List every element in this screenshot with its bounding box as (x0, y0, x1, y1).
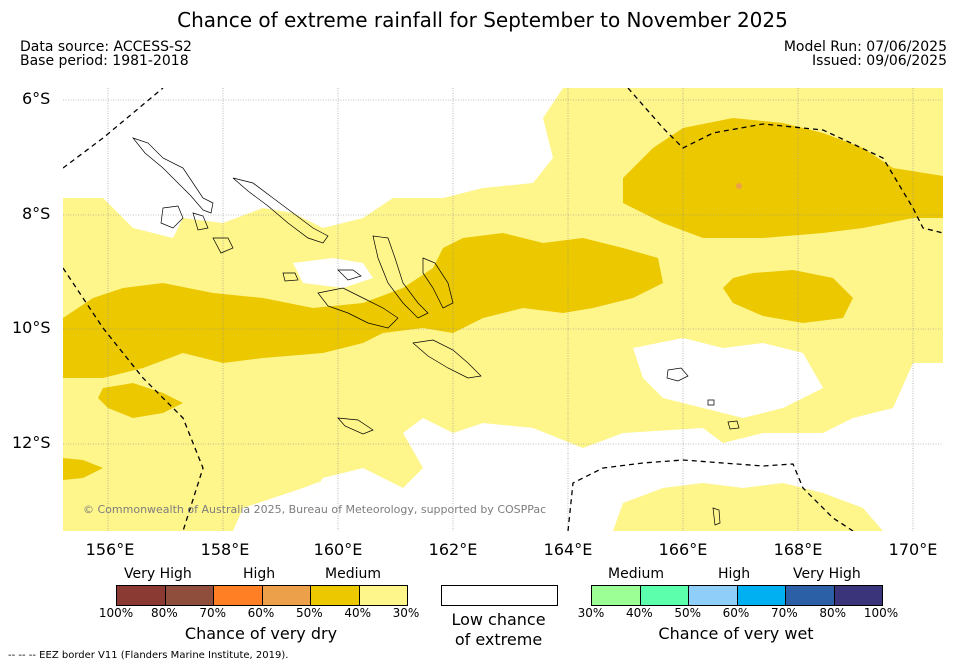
wet-tick-4: 70% (770, 606, 798, 620)
low-chance-gap-4 (633, 338, 823, 418)
dry-tick-3: 60% (247, 606, 275, 620)
lat-label-6s: 6°S (22, 89, 51, 108)
low-chance-gap-2 (173, 88, 443, 178)
dry-level-very-high: Very High (124, 566, 192, 582)
lat-label-8s: 8°S (22, 204, 51, 223)
island-new-georgia (160, 205, 234, 254)
dry-medium-patch-sw (98, 383, 183, 418)
wet-swatch-3 (736, 586, 785, 605)
lon-label-166e: 166°E (658, 540, 708, 559)
dry-swatch-2 (213, 586, 262, 605)
island-savo (282, 272, 299, 282)
low-chance-line2: of extreme (454, 630, 543, 649)
island-guadalcanal (317, 287, 399, 329)
lat-label-12s: 12°S (12, 433, 51, 452)
dry-swatch-4 (310, 586, 359, 605)
copyright: © Commonwealth of Australia 2025, Bureau… (83, 503, 547, 516)
low-chance-label: Low chance of extreme (421, 610, 576, 650)
wet-level-medium: Medium (608, 566, 664, 582)
lon-label-158e: 158°E (200, 540, 250, 559)
data-source: Data source: ACCESS-S2 (20, 39, 192, 55)
low-chance-gap-3 (293, 258, 373, 288)
dry-tick-2: 70% (199, 606, 226, 620)
wet-swatch-1 (639, 586, 688, 605)
island-santa-isabel (372, 235, 429, 319)
dry-swatch-3 (261, 586, 310, 605)
dry-level-medium: Medium (325, 566, 381, 582)
lon-label-162e: 162°E (428, 540, 478, 559)
island-russells (337, 269, 362, 281)
wet-tick-5: 80% (819, 606, 846, 620)
dry-tick-4: 50% (295, 606, 323, 620)
eez-borders (63, 88, 943, 531)
dry-medium-patch-se (723, 270, 853, 323)
wet-swatch-0 (592, 586, 640, 605)
wet-tick-2: 50% (674, 606, 701, 620)
island-santa-cruz (666, 367, 689, 382)
island-utupua (707, 399, 715, 406)
model-run: Model Run: 07/06/2025 (783, 39, 947, 55)
dry-swatch-5 (358, 586, 407, 605)
dry-low-region-south (613, 483, 883, 531)
island-anuta (712, 507, 721, 526)
wet-colorbar (591, 585, 883, 606)
data-source-block: Data source: ACCESS-S2 Base period: 1981… (20, 40, 192, 68)
rainfall-map (63, 88, 943, 531)
eez-footnote: -- -- -- EEZ border V11 (Flanders Marine… (8, 650, 289, 661)
island-rennell (337, 417, 374, 435)
low-chance-line1: Low chance (451, 610, 546, 629)
lat-label-10s: 10°S (12, 318, 51, 337)
issued-date: Issued: 09/06/2025 (812, 53, 947, 69)
dry-swatch-1 (164, 586, 213, 605)
island-choiseul (232, 177, 329, 244)
lon-label-156e: 156°E (85, 540, 135, 559)
lon-label-164e: 164°E (543, 540, 593, 559)
dry-tick-1: 80% (150, 606, 178, 620)
dry-swatch-0 (117, 586, 165, 605)
island-bougainville (131, 137, 214, 214)
island-vanikoro (727, 420, 740, 430)
dry-level-high: High (243, 566, 276, 582)
wet-swatch-4 (785, 586, 834, 605)
dry-colorbar (116, 585, 408, 606)
wet-level-high: High (718, 566, 751, 582)
lon-label-160e: 160°E (313, 540, 363, 559)
wet-level-very-high: Very High (793, 566, 861, 582)
islands (131, 137, 740, 526)
wet-tick-1: 40% (625, 606, 653, 620)
low-chance-gap-5 (233, 468, 363, 531)
wet-tick-0: 30% (577, 606, 605, 620)
wet-tick-6: 100% (863, 606, 899, 620)
dry-tick-0: 100% (98, 606, 134, 620)
wet-swatch-2 (688, 586, 737, 605)
island-makira (412, 339, 482, 379)
base-period: Base period: 1981-2018 (20, 53, 189, 69)
low-chance-swatch (441, 585, 558, 606)
island-malaita (422, 257, 454, 309)
dry-medium-patch-east (623, 118, 943, 238)
wet-tick-3: 60% (722, 606, 750, 620)
small-dry-marker (736, 183, 742, 189)
dry-tick-5: 40% (344, 606, 371, 620)
dry-legend-title: Chance of very dry (184, 624, 338, 643)
map-title: Chance of extreme rainfall for September… (177, 8, 788, 32)
lon-label-170e: 170°E (888, 540, 938, 559)
model-run-block: Model Run: 07/06/2025 Issued: 09/06/2025 (784, 40, 947, 68)
lon-label-168e: 168°E (773, 540, 823, 559)
dry-tick-6: 30% (392, 606, 420, 620)
graticule (63, 88, 943, 531)
dry-medium-band-west (63, 233, 663, 378)
dry-medium-patch-s (63, 458, 103, 480)
wet-legend-title: Chance of very wet (658, 624, 814, 643)
wet-swatch-5 (833, 586, 882, 605)
